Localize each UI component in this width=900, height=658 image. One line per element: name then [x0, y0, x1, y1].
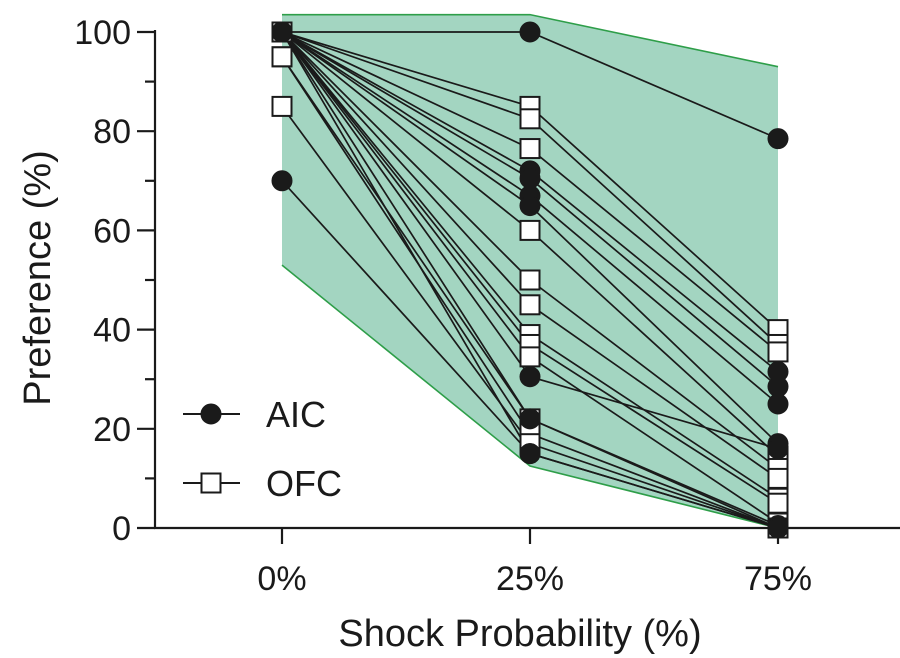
x-tick-label-2: 25%	[496, 560, 564, 598]
point-aic-8-1	[271, 21, 293, 43]
point-ofc-8-3	[767, 492, 789, 514]
point-ofc-3-2	[519, 138, 541, 160]
point-aic-5-2	[519, 195, 541, 217]
point-ofc-12-1	[271, 95, 293, 117]
range-band-upper-edge	[282, 13, 779, 68]
legend-marker-ofc	[200, 472, 222, 494]
y-tick-label-20: 20	[93, 411, 131, 449]
point-ofc-2-2	[519, 108, 541, 130]
legend-marker-aic	[200, 403, 222, 425]
x-tick-label-3: 75%	[744, 560, 812, 598]
point-aic-1-2	[519, 21, 541, 43]
point-ofc-6-2	[519, 294, 541, 316]
point-ofc-9-2	[519, 346, 541, 368]
point-ofc-3-3	[767, 341, 789, 363]
point-aic-9-2	[519, 443, 541, 465]
point-aic-6-2	[519, 366, 541, 388]
x-axis-title: Shock Probability (%)	[338, 613, 701, 655]
y-tick-label-80: 80	[93, 113, 131, 151]
markers-layer	[271, 21, 789, 539]
point-aic-9-3	[767, 517, 789, 539]
point-aic-7-2	[519, 408, 541, 430]
point-aic-1-3	[767, 128, 789, 150]
y-tick-label-40: 40	[93, 312, 131, 350]
legend-label-ofc: OFC	[266, 463, 342, 504]
x-tick-label-1: 0%	[257, 560, 306, 598]
y-axis-title: Preference (%)	[17, 150, 59, 406]
legend-label-aic: AIC	[266, 394, 326, 435]
labels-layer: 0 20 40 60 80 100 0% 25% 75% Shock Probability (%…	[17, 14, 812, 655]
point-ofc-5-2	[519, 269, 541, 291]
point-ofc-4-2	[519, 219, 541, 241]
point-aic-4-3	[767, 393, 789, 415]
legend: AIC OFC	[183, 394, 342, 504]
point-aic-6-3	[767, 438, 789, 460]
point-ofc-11-1	[271, 46, 293, 68]
point-ofc-6-3	[767, 467, 789, 489]
y-tick-label-100: 100	[74, 14, 131, 52]
point-aic-9-1	[271, 170, 293, 192]
range-band-lower-edge	[281, 264, 779, 529]
y-tick-label-60: 60	[93, 212, 131, 250]
y-tick-label-0: 0	[112, 510, 131, 548]
